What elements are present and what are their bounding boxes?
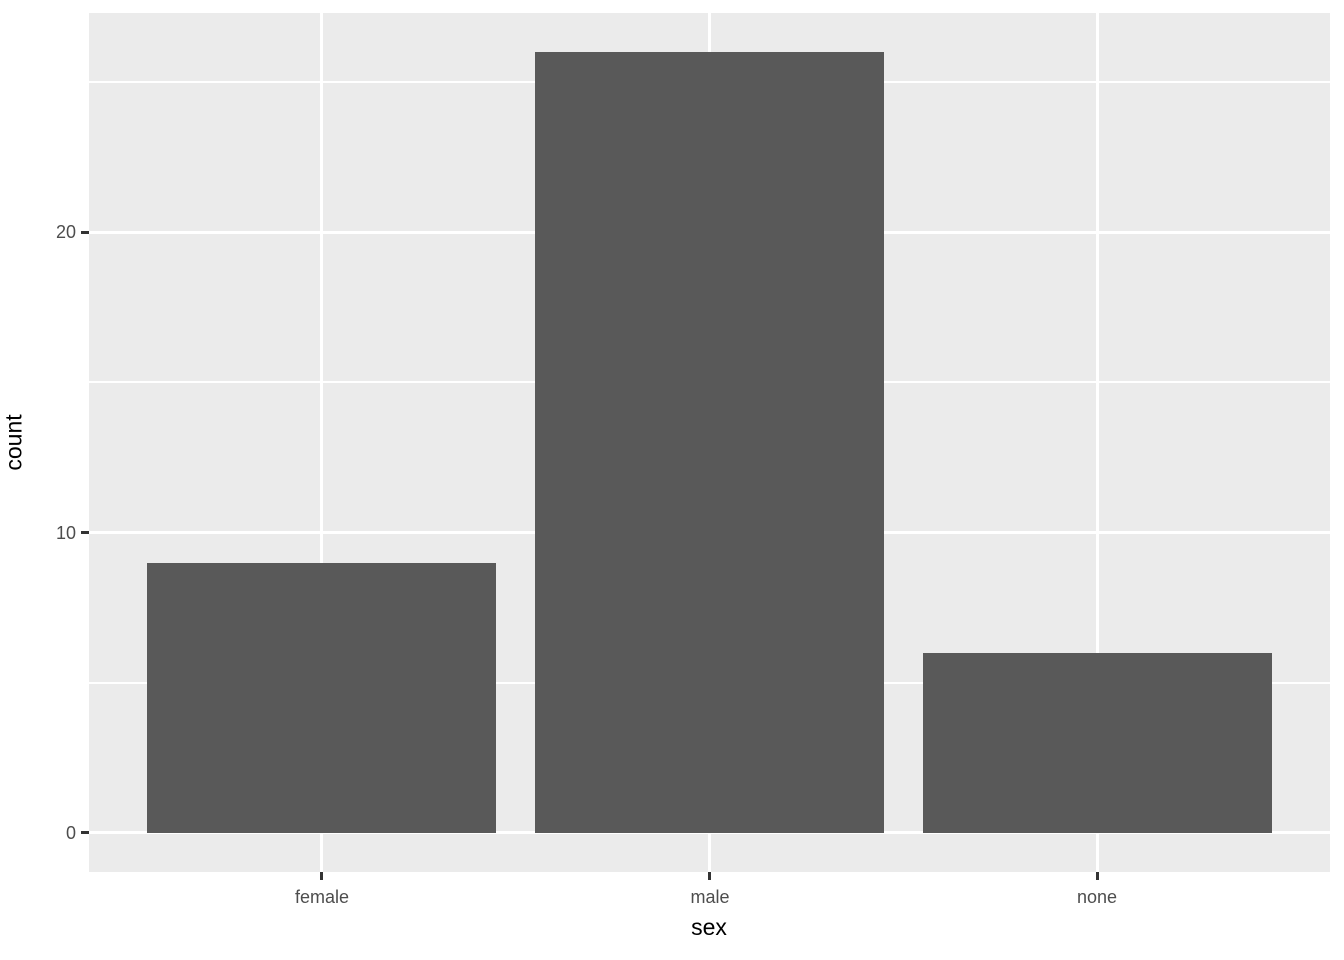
bar-none xyxy=(923,653,1272,833)
x-axis-tick xyxy=(320,872,323,880)
bar-female xyxy=(147,563,496,833)
y-axis-tick xyxy=(81,831,89,834)
bar-male xyxy=(535,52,884,833)
plot-panel xyxy=(89,13,1330,872)
y-axis-tick xyxy=(81,231,89,234)
y-tick-label: 20 xyxy=(55,222,76,242)
y-tick-label: 10 xyxy=(55,523,76,543)
y-axis-title: count xyxy=(0,414,27,471)
x-tick-label: male xyxy=(690,887,730,907)
x-axis-tick xyxy=(1096,872,1099,880)
x-tick-label: none xyxy=(1076,887,1118,907)
y-tick-label: 0 xyxy=(65,823,76,843)
y-axis-tick xyxy=(81,531,89,534)
x-axis-title: sex xyxy=(691,914,727,940)
category-gridline xyxy=(320,13,323,872)
x-axis-tick xyxy=(708,872,711,880)
x-tick-label: female xyxy=(294,887,350,907)
category-gridline xyxy=(1096,13,1099,872)
